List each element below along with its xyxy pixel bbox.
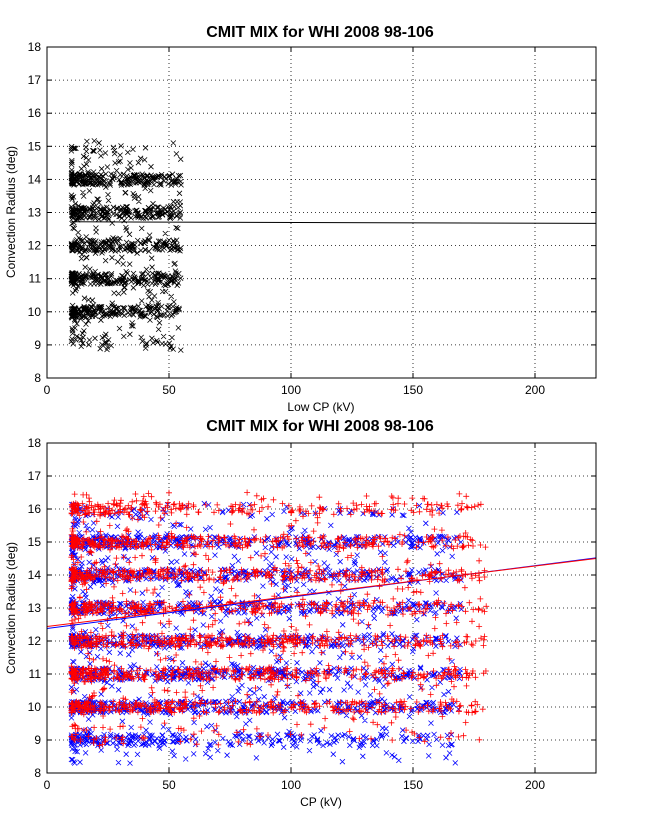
y-tick-label: 18 xyxy=(28,436,42,450)
bottom-plot: CMIT MIX for WHI 2008 98-106 0 50 100 150 20… xyxy=(4,418,597,809)
x-tick-label: 0 xyxy=(44,383,51,397)
y-tick-label: 12 xyxy=(28,634,42,648)
y-tick-label: 8 xyxy=(34,371,41,385)
y-tick-label: 9 xyxy=(34,338,41,352)
y-tick-label: 9 xyxy=(34,733,41,747)
bottom-plot-ticks: 0 50 100 150 200 8 9 10 11 12 13 14 15 16 17 18 xyxy=(28,436,596,792)
y-tick-label: 13 xyxy=(28,601,42,615)
top-plot: CMIT MIX for WHI 2008 98-106 0 50 100 150 20… xyxy=(4,24,597,414)
fit-line xyxy=(46,558,597,627)
y-tick-label: 16 xyxy=(28,502,42,516)
y-tick-label: 15 xyxy=(28,535,42,549)
y-tick-label: 10 xyxy=(28,700,42,714)
top-plot-title: CMIT MIX for WHI 2008 98-106 xyxy=(206,24,434,41)
bottom-plot-title: CMIT MIX for WHI 2008 98-106 xyxy=(206,418,434,435)
y-tick-label: 15 xyxy=(28,139,42,153)
y-tick-label: 11 xyxy=(29,667,42,681)
x-tick-label: 200 xyxy=(525,778,545,792)
y-tick-label: 14 xyxy=(28,172,42,186)
top-plot-xlabel: Low CP (kV) xyxy=(287,400,354,414)
bottom-plot-xlabel: CP (kV) xyxy=(300,795,342,809)
bottom-plot-fit xyxy=(46,557,597,629)
bottom-plot-points xyxy=(68,489,490,766)
y-tick-label: 17 xyxy=(28,73,42,87)
fit-line xyxy=(71,221,597,224)
y-tick-label: 8 xyxy=(34,766,41,780)
x-tick-label: 150 xyxy=(403,383,423,397)
scatter-markers xyxy=(68,489,490,749)
x-tick-label: 100 xyxy=(281,778,301,792)
y-tick-label: 16 xyxy=(28,106,42,120)
x-tick-label: 100 xyxy=(281,383,301,397)
top-plot-ylabel: Convection Radius (deg) xyxy=(4,146,18,278)
x-tick-label: 50 xyxy=(162,383,176,397)
y-tick-label: 10 xyxy=(28,305,42,319)
y-tick-label: 17 xyxy=(28,469,42,483)
x-tick-label: 50 xyxy=(162,778,176,792)
scatter-markers xyxy=(68,138,184,353)
bottom-plot-grid xyxy=(47,443,596,773)
top-plot-points xyxy=(68,138,184,353)
top-plot-ticks: 0 50 100 150 200 8 9 10 11 12 13 14 15 16 17 18 xyxy=(28,40,596,397)
x-tick-label: 0 xyxy=(44,778,51,792)
x-tick-label: 150 xyxy=(403,778,423,792)
y-tick-label: 14 xyxy=(28,568,42,582)
y-tick-label: 18 xyxy=(28,40,42,54)
y-tick-label: 11 xyxy=(29,272,42,286)
y-tick-label: 13 xyxy=(28,206,42,220)
x-tick-label: 200 xyxy=(525,383,545,397)
y-tick-label: 12 xyxy=(28,239,42,253)
top-plot-fit xyxy=(71,221,597,224)
bottom-plot-ylabel: Convection Radius (deg) xyxy=(4,542,18,674)
